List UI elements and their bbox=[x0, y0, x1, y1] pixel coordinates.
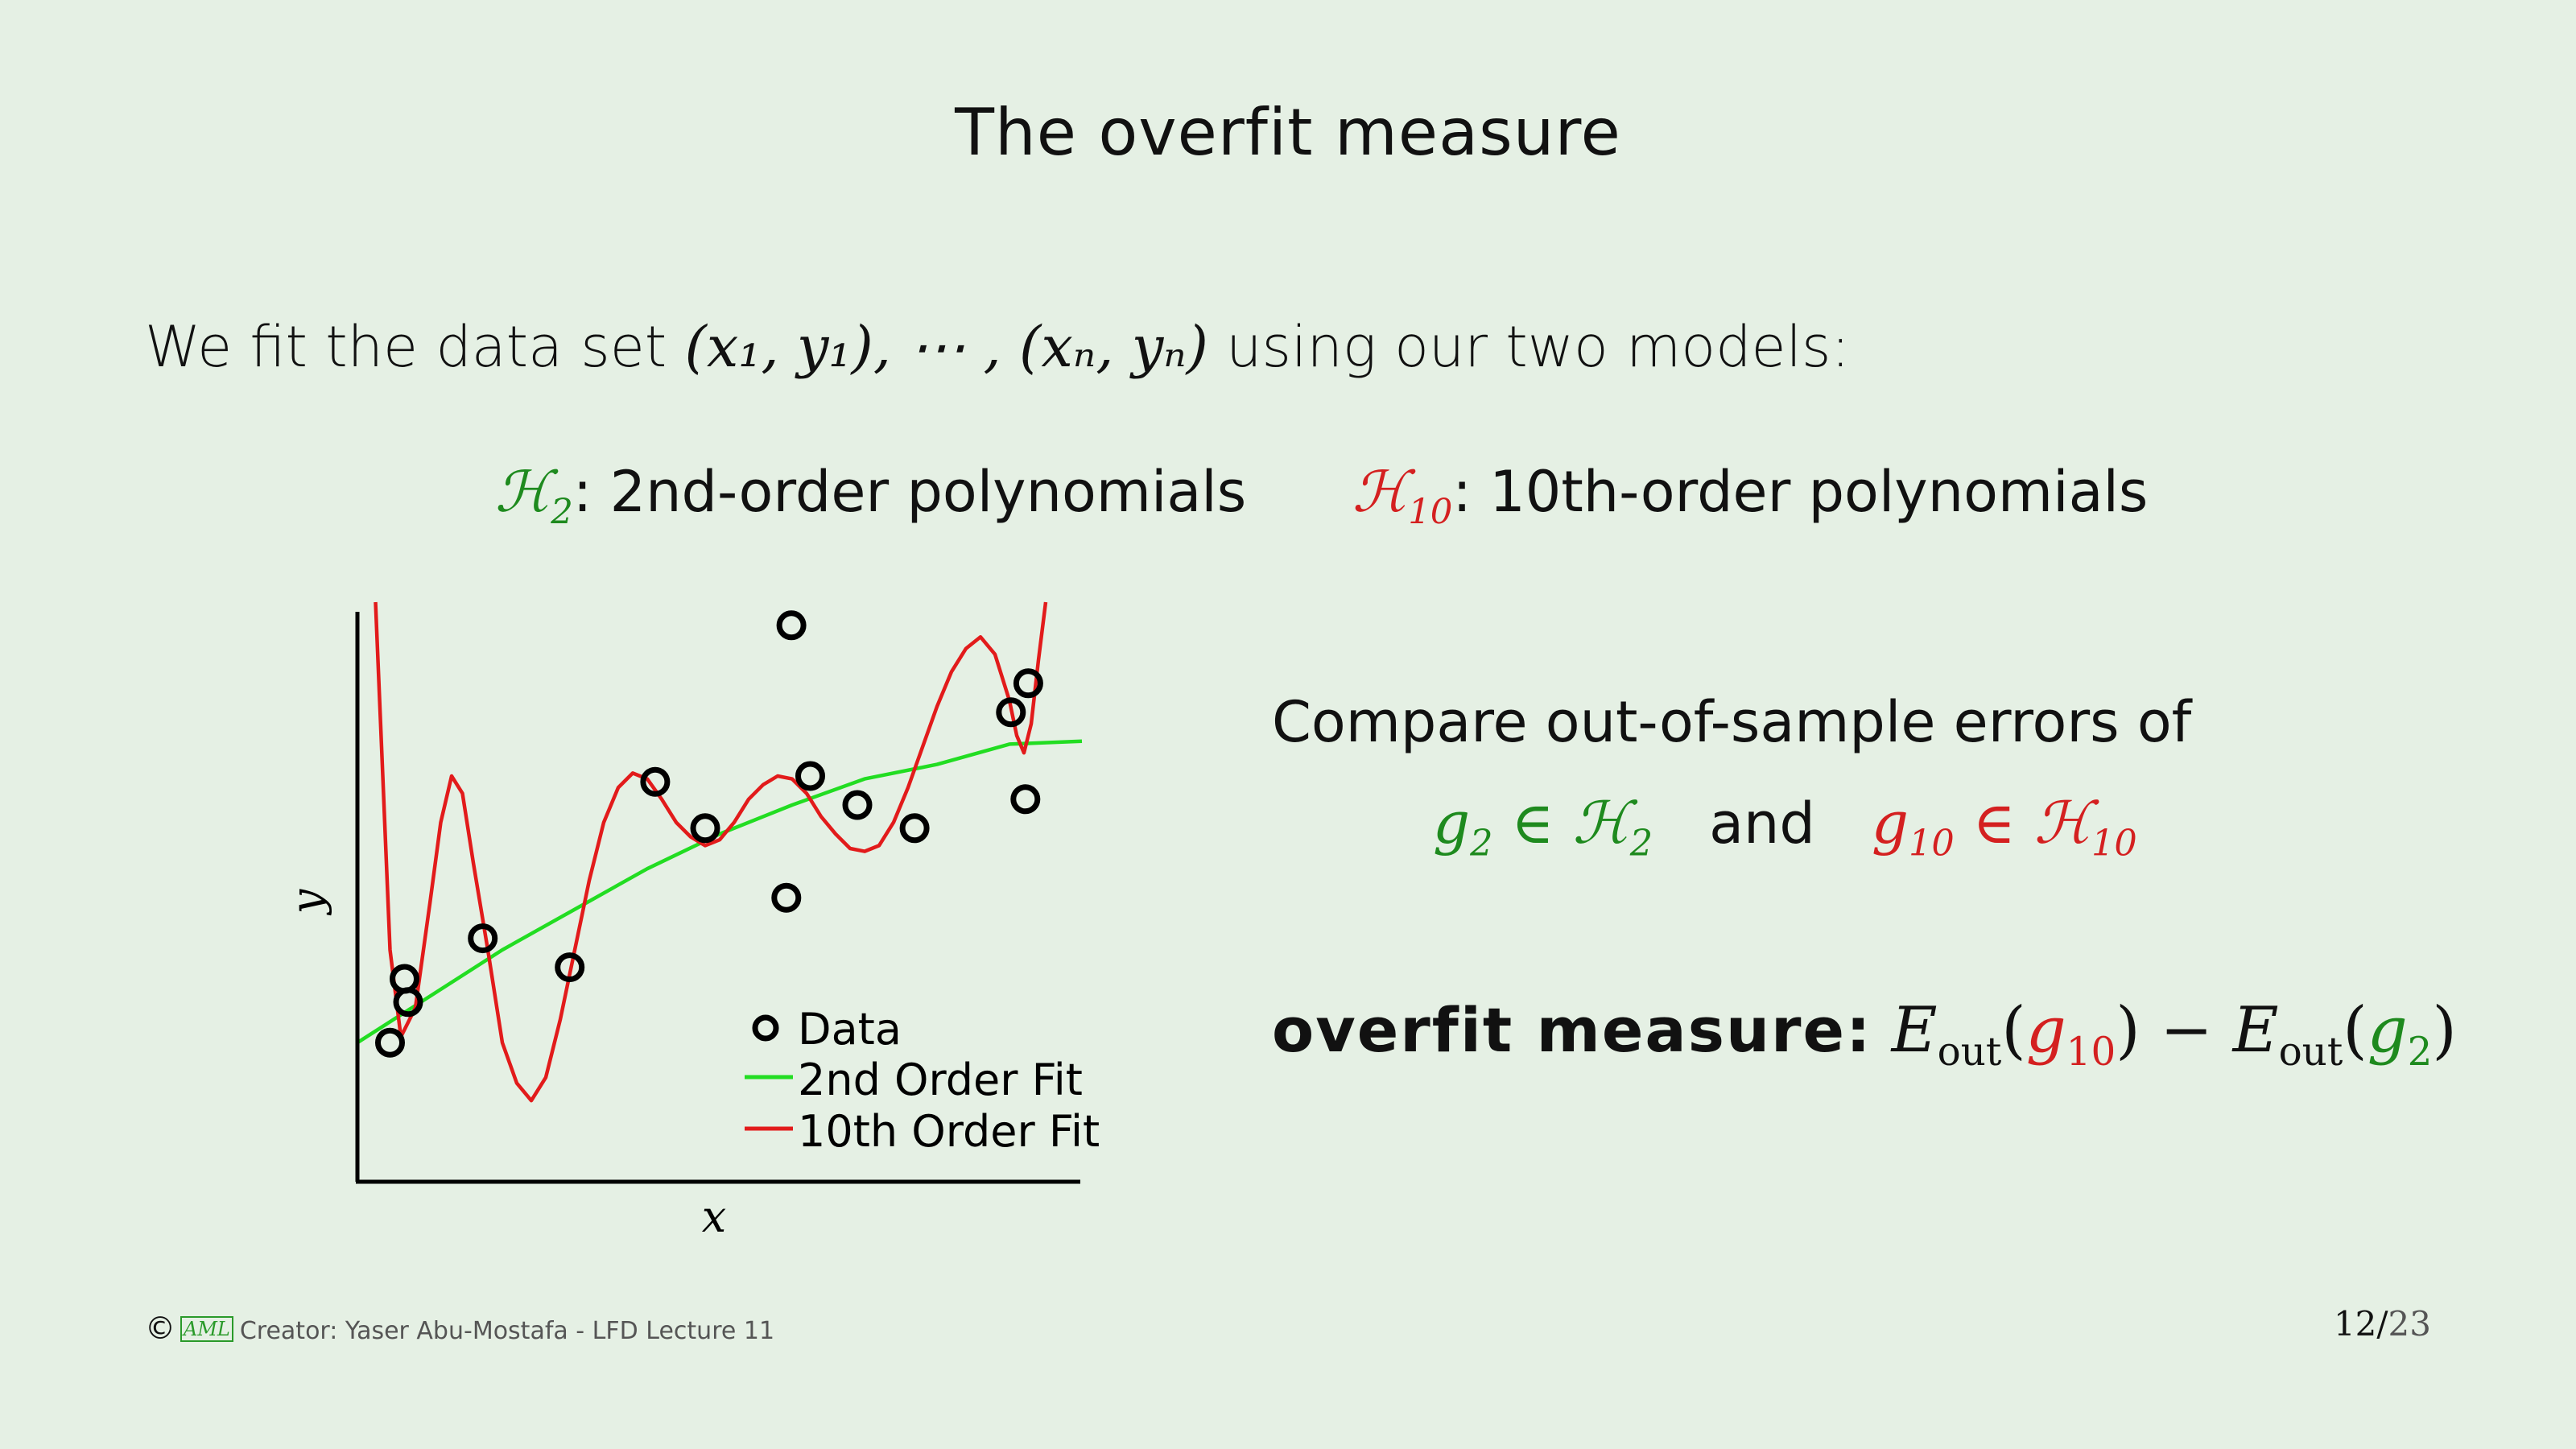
model-h2: ℋ2: 2nd-order polynomials bbox=[495, 459, 1246, 532]
page-number: 12/23 bbox=[2333, 1304, 2431, 1344]
and-word: and bbox=[1709, 791, 1815, 857]
model-h10: ℋ10: 10th-order polynomials bbox=[1352, 459, 2148, 532]
fit-chart: x y Data 2nd Order Fit 10th Order Fit bbox=[290, 601, 1100, 1242]
data-point bbox=[393, 987, 423, 1018]
data-point bbox=[1010, 784, 1041, 815]
data-point bbox=[899, 813, 930, 844]
aml-logo: AML bbox=[180, 1316, 233, 1342]
compare-text: Compare out-of-sample errors of bbox=[1272, 689, 2192, 755]
h2-sep: : bbox=[572, 459, 592, 525]
g2-in-h2: g2 ∈ ℋ2 bbox=[1433, 789, 1653, 865]
overfit-measure: overfit measure: Eout(g10) − Eout(g2) bbox=[1272, 994, 2457, 1075]
x-axis-label: x bbox=[702, 1191, 726, 1242]
intro-text: We fit the data set bbox=[145, 314, 685, 380]
creator-credit: Creator: Yaser Abu-Mostafa - LFD Lecture… bbox=[239, 1317, 775, 1345]
data-point bbox=[771, 882, 802, 913]
legend-fit10-label: 10th Order Fit bbox=[798, 1106, 1100, 1157]
legend: Data 2nd Order Fit 10th Order Fit bbox=[745, 1004, 1100, 1157]
overfit-formula: Eout(g10) − Eout(g2) bbox=[1891, 994, 2457, 1075]
data-point bbox=[690, 813, 720, 844]
h10-sep: : bbox=[1452, 459, 1472, 525]
footer-credit: © AML Creator: Yaser Abu-Mostafa - LFD Lec… bbox=[145, 1311, 774, 1346]
data-point bbox=[375, 1027, 405, 1058]
page-current: 12 bbox=[2333, 1304, 2377, 1344]
fit10-curve bbox=[374, 601, 1048, 1103]
h10-desc: 10th-order polynomials bbox=[1472, 459, 2149, 525]
h10-symbol: ℋ10 bbox=[1352, 459, 1453, 533]
data-point bbox=[555, 952, 585, 983]
fit2-curve bbox=[357, 739, 1083, 1045]
legend-data-label: Data bbox=[798, 1004, 902, 1055]
intro-line: We fit the data set (x₁, y₁), ⋯ , (xₙ, y… bbox=[145, 314, 1850, 380]
data-point bbox=[795, 761, 825, 791]
data-point bbox=[468, 923, 498, 954]
legend-fit2-label: 2nd Order Fit bbox=[798, 1055, 1083, 1105]
h2-desc: 2nd-order polynomials bbox=[592, 459, 1247, 525]
data-point bbox=[1013, 668, 1043, 699]
intro-math: (x₁, y₁), ⋯ , (xₙ, yₙ) bbox=[684, 314, 1208, 380]
slide-title: The overfit measure bbox=[955, 95, 1621, 170]
data-point bbox=[390, 964, 419, 994]
g10-in-h10: g10 ∈ ℋ10 bbox=[1871, 789, 2137, 865]
data-point bbox=[842, 790, 873, 820]
page-total: 23 bbox=[2388, 1304, 2431, 1344]
data-point bbox=[640, 766, 671, 797]
intro-tail: using our two models: bbox=[1208, 314, 1851, 380]
overfit-label: overfit measure: bbox=[1272, 994, 1872, 1066]
h2-symbol: ℋ2 bbox=[495, 459, 573, 533]
compare-expression: g2 ∈ ℋ2 and g10 ∈ ℋ10 bbox=[1433, 789, 2137, 865]
legend-data-marker bbox=[752, 1014, 779, 1042]
data-point bbox=[776, 610, 807, 641]
copyright-symbol: © bbox=[145, 1311, 175, 1346]
data-point bbox=[996, 697, 1026, 728]
y-axis-label: y bbox=[290, 888, 332, 915]
